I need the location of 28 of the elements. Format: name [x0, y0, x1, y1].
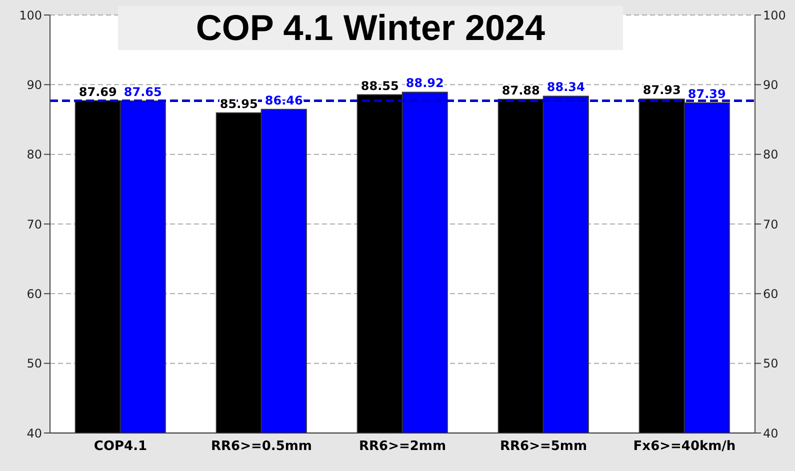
- x-tick-label: RR6>=0.5mm: [211, 439, 312, 454]
- x-tick-label: RR6>=5mm: [500, 439, 587, 454]
- data-label: 87.69: [78, 84, 117, 99]
- y2-tick-label: 90: [763, 78, 778, 92]
- y-tick-label: 90: [26, 78, 42, 92]
- y2-tick-label: 100: [763, 8, 786, 22]
- y-tick-label: 50: [26, 356, 42, 371]
- y2-tick-label: 80: [763, 148, 778, 162]
- data-label: 88.55: [360, 78, 399, 93]
- y-tick-label: 60: [26, 286, 42, 301]
- data-label: 87.39: [688, 86, 726, 101]
- y-tick-label: 70: [26, 217, 42, 232]
- y-tick-label: 80: [26, 148, 42, 162]
- y2-tick-label: 60: [763, 286, 778, 301]
- title-box: COP 4.1 Winter 2024: [118, 6, 623, 50]
- y2-tick-label: 50: [763, 356, 778, 371]
- y2-tick-label: 40: [763, 426, 778, 440]
- x-tick-label: RR6>=2mm: [359, 439, 446, 454]
- x-tick-label: COP4.1: [94, 439, 148, 454]
- data-label: 88.92: [406, 76, 444, 90]
- x-tick-label: Fx6>=40km/h: [633, 439, 736, 454]
- data-label: 87.93: [642, 83, 681, 98]
- y-tick-label: 40: [26, 426, 42, 440]
- y-tick-label: 100: [19, 8, 42, 22]
- data-label: 87.65: [124, 85, 162, 100]
- data-label: 87.88: [502, 83, 540, 98]
- y2-tick-label: 70: [763, 217, 778, 232]
- data-label: 88.34: [546, 80, 585, 94]
